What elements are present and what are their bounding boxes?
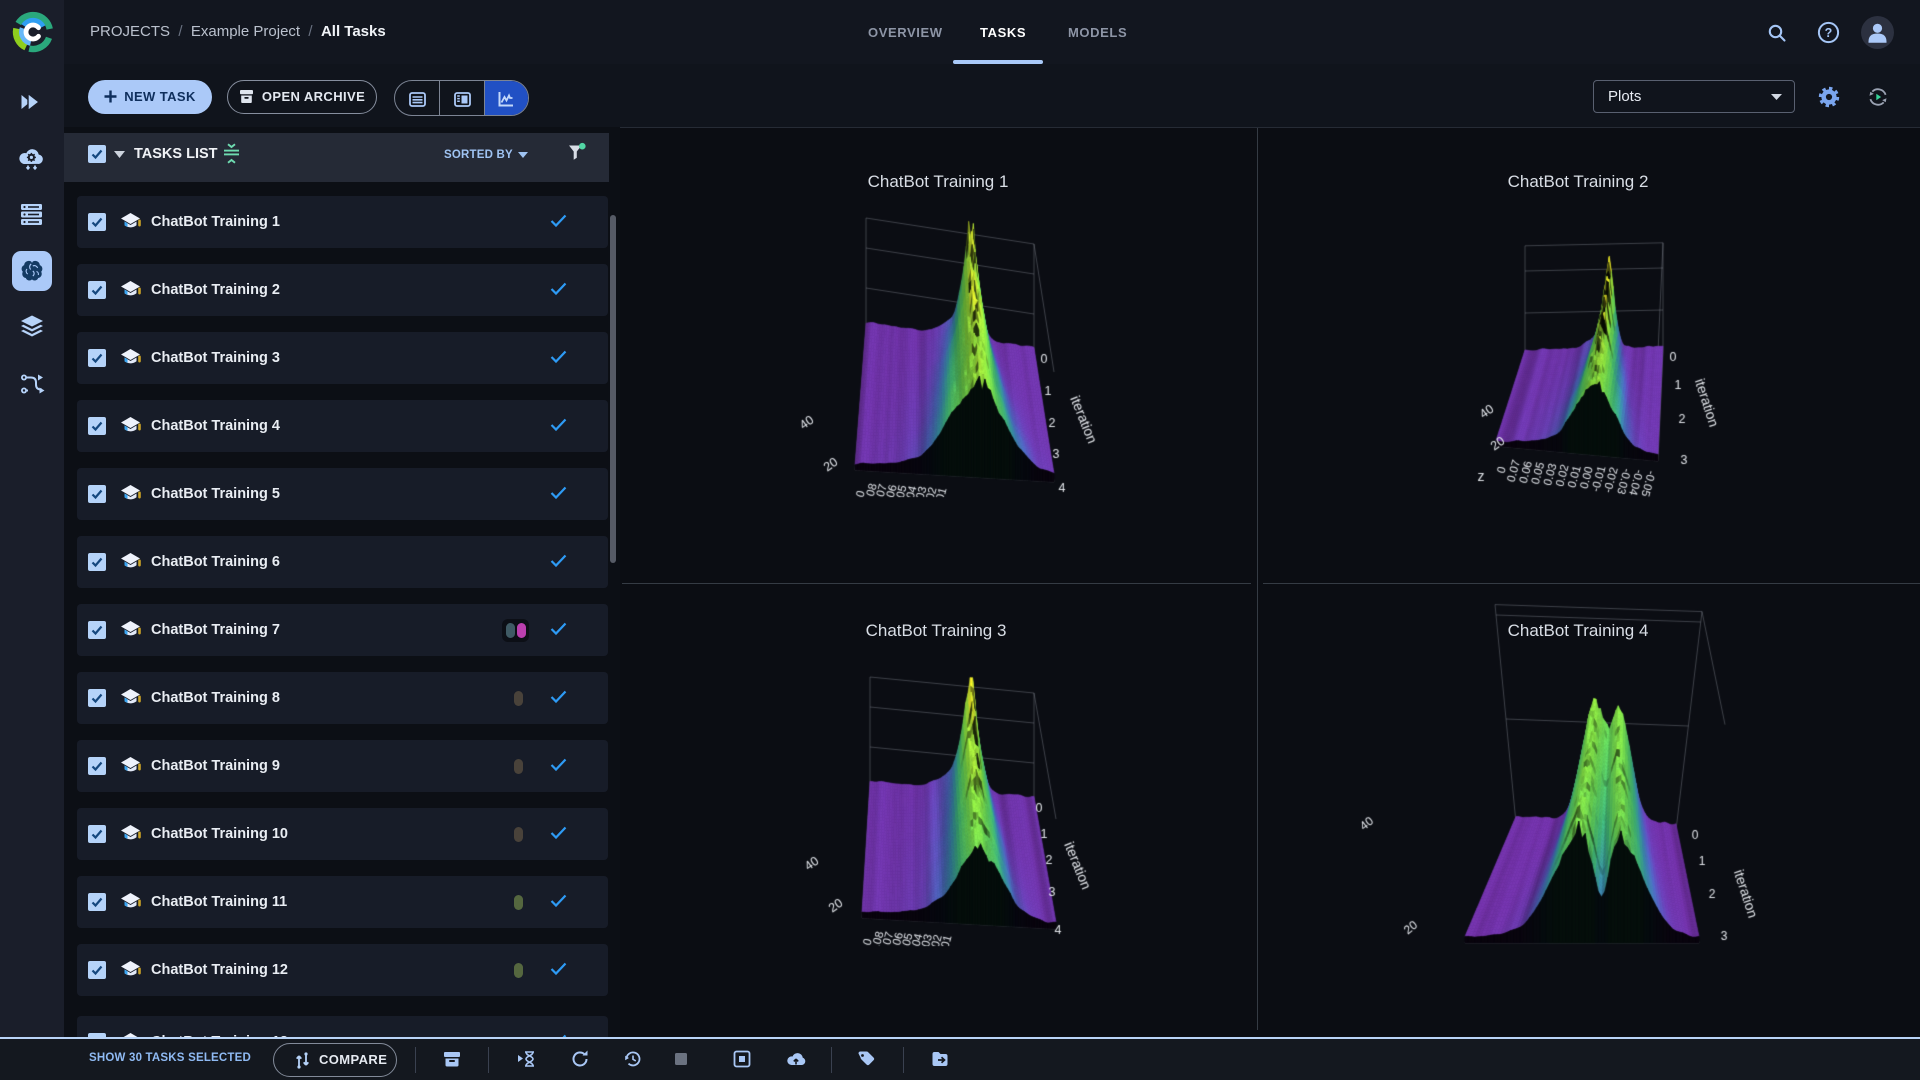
svg-text:?: ? [1825, 26, 1833, 40]
